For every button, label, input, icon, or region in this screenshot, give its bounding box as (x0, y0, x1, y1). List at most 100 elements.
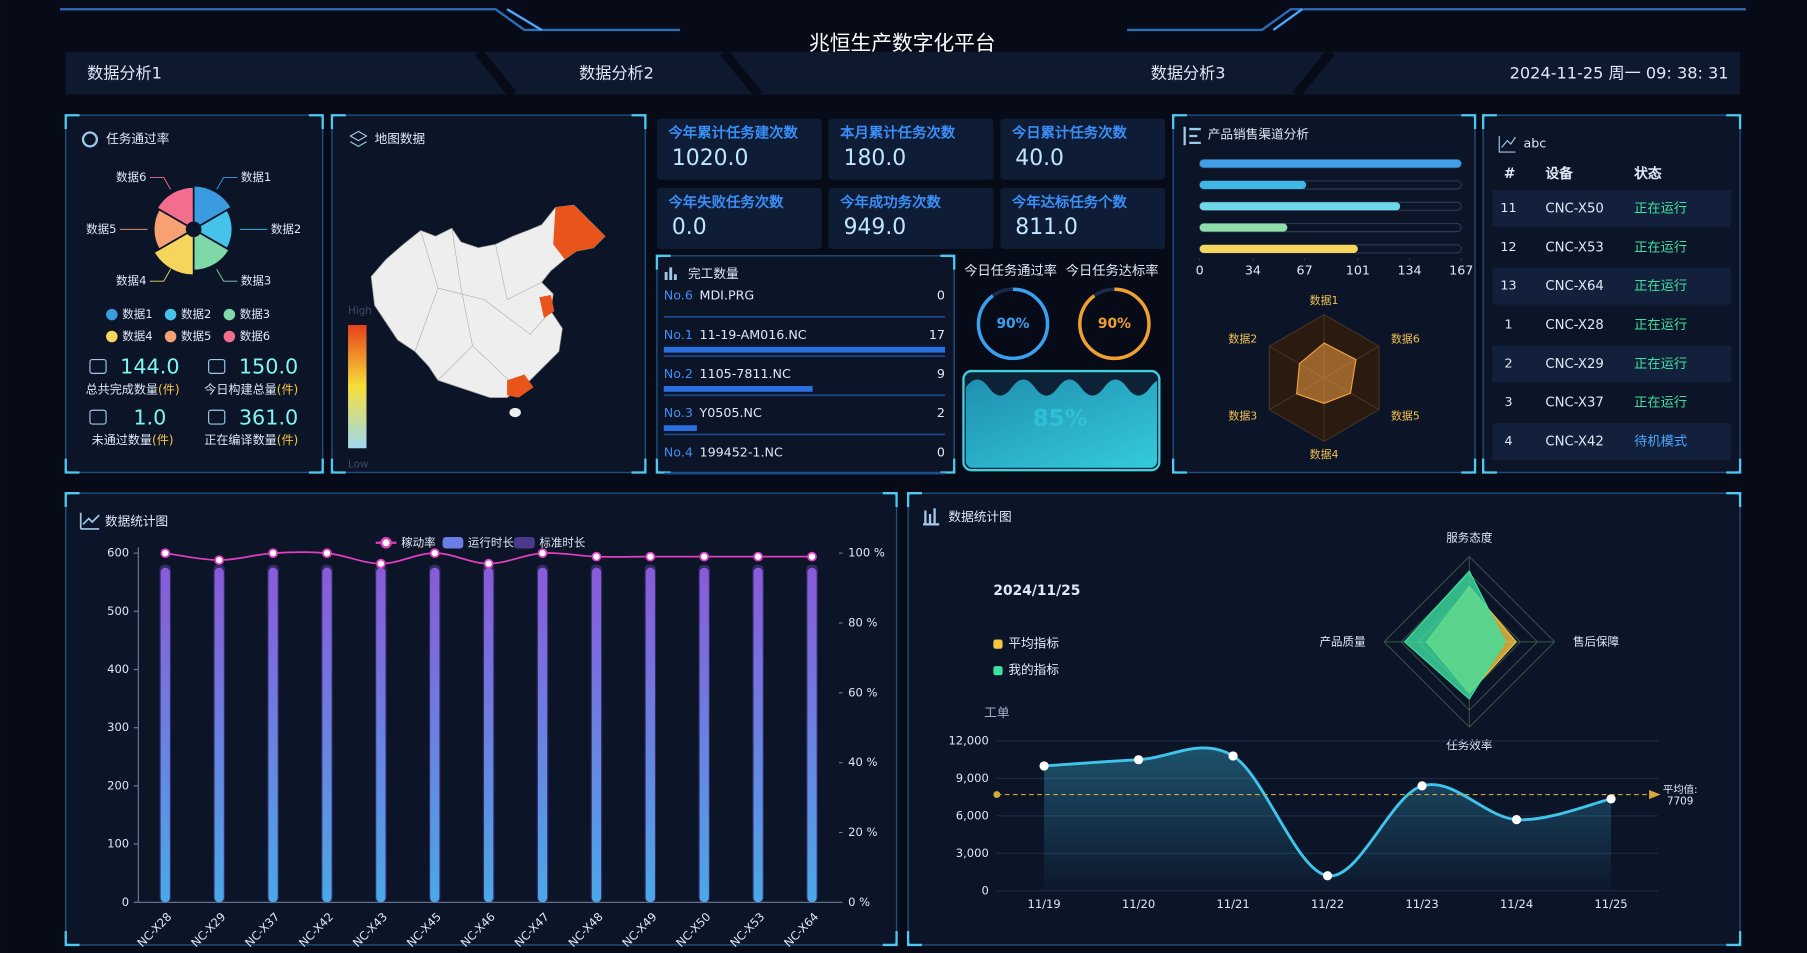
line-point (591, 551, 602, 562)
table-cell: 正在运行 (1634, 239, 1687, 255)
y2-tick-label: 100 % (848, 546, 885, 560)
stat-label: 总共完成数量(件) (86, 381, 180, 396)
table-cell: CNC-X28 (1545, 318, 1603, 333)
legend-label: 平均指标 (1008, 636, 1059, 651)
line-point (268, 548, 278, 559)
line-point (214, 555, 225, 566)
panel-title: 地图数据 (375, 131, 426, 146)
table-cell: CNC-X29 (1545, 357, 1603, 372)
kpi-label: 今年达标任务个数 (1011, 193, 1128, 211)
table-row-bg (1492, 267, 1731, 305)
map-island (509, 407, 521, 418)
mark-line-arrow (1649, 789, 1661, 800)
table-cell: CNC-X50 (1545, 202, 1603, 217)
tab[interactable]: 数据分析3 (1151, 63, 1226, 82)
heat-high: High (348, 305, 372, 317)
line-point (1417, 781, 1427, 791)
table-cell: 4 (1504, 433, 1512, 448)
rose-label: 数据2 (271, 222, 301, 236)
stat-unit: (件) (277, 382, 299, 396)
item-value: 0 (937, 444, 945, 459)
line-point (160, 548, 171, 559)
panel (656, 255, 955, 474)
rank: No.1 (664, 327, 693, 342)
kpi-card (656, 187, 822, 249)
datetime: 2024-11-25 周一 09: 38: 31 (1510, 63, 1729, 82)
progress-bar (663, 346, 945, 353)
bar (214, 567, 224, 903)
kpi-card (1000, 118, 1166, 180)
line-point (537, 548, 548, 559)
map-highlight (553, 205, 606, 260)
bar (268, 567, 278, 903)
line-point (1606, 794, 1616, 804)
gauge-arc (1078, 287, 1151, 361)
legend-swatch (442, 536, 464, 549)
table-cell: 正在运行 (1634, 317, 1687, 333)
item-value: 9 (937, 366, 945, 381)
legend-label: 数据5 (181, 329, 211, 343)
line-point (483, 558, 494, 569)
stat-value: 361.0 (239, 405, 298, 429)
chart-subtitle: 2024/11/25 (993, 583, 1080, 599)
bar (1199, 244, 1358, 253)
rose-label: 数据3 (241, 274, 271, 288)
stat-label-text: 正在编译数量 (204, 432, 276, 447)
radar-label: 服务态度 (1446, 531, 1493, 545)
kpi-card (828, 118, 994, 180)
panel-corner (1481, 114, 1742, 474)
y2-tick-label: 80 % (848, 615, 877, 629)
gauge-title: 今日任务通过率 (964, 262, 1057, 279)
legend-marker (380, 536, 392, 549)
bar (430, 567, 440, 903)
x-tick-label: 101 (1346, 262, 1370, 277)
header-decoration (506, 8, 1303, 31)
gauge-arc (976, 287, 1050, 361)
bar (160, 567, 170, 903)
bar (1199, 159, 1462, 168)
tab[interactable]: 数据分析1 (87, 63, 162, 82)
y-axis-label: 工单 (984, 705, 1009, 720)
map-province-lines (414, 228, 552, 390)
bar (699, 567, 709, 903)
stat-icon (208, 409, 226, 425)
kpi-value: 949.0 (844, 215, 907, 240)
page-title: 兆恒生产数字化平台 (809, 31, 996, 55)
bar (807, 567, 817, 903)
table-header: 状态 (1634, 165, 1662, 182)
table-row-bg (1492, 190, 1731, 228)
bar (1199, 180, 1307, 189)
gauge-value: 90% (996, 316, 1029, 332)
x-tick-label: 11/25 (1594, 897, 1627, 911)
rose-leader (149, 176, 171, 190)
line-point (429, 548, 440, 559)
rank: No.4 (664, 444, 693, 459)
rose-sector (155, 185, 195, 228)
kpi-label: 今年成功务次数 (839, 193, 941, 211)
stat-label: 未通过数量(件) (92, 432, 174, 447)
panel-corner (655, 254, 956, 474)
bar (1199, 223, 1288, 232)
gauge-title: 今日任务达标率 (1066, 262, 1159, 279)
x-tick-label: 11/20 (1122, 897, 1155, 911)
line-point (322, 548, 332, 559)
stat-icon (89, 358, 107, 374)
table-cell: 正在运行 (1634, 395, 1687, 411)
y-tick-label: 400 (107, 662, 129, 676)
rank: No.6 (664, 288, 693, 303)
legend-label: 数据3 (240, 307, 270, 321)
mark-line-value: 7709 (1667, 795, 1693, 807)
stat-icon (208, 358, 226, 374)
y-tick-label: 200 (107, 778, 129, 792)
tab[interactable]: 数据分析2 (579, 63, 654, 82)
line-area (1044, 747, 1612, 891)
y-tick-label: 100 (107, 837, 129, 851)
table-row-bg (1492, 423, 1731, 461)
y-tick-label: 6,000 (956, 808, 989, 822)
x-tick-label: 0 (1196, 262, 1204, 277)
kpi-label: 今日累计任务次数 (1011, 124, 1128, 142)
item-name: 199452-1.NC (700, 444, 783, 459)
rose-leader (216, 176, 238, 190)
radar-label: 数据6 (1391, 331, 1420, 345)
legend-label: 数据2 (181, 307, 211, 321)
